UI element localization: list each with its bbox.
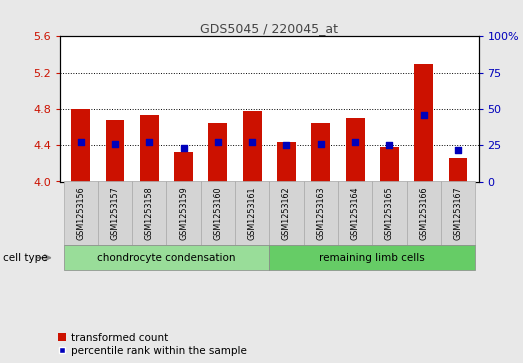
Point: [351, 139, 359, 145]
Point: [179, 145, 188, 151]
Point: [316, 141, 325, 147]
Point: [145, 139, 153, 145]
Point: [282, 142, 291, 148]
Point: [454, 147, 462, 152]
Bar: [311, 123, 330, 182]
Text: remaining limb cells: remaining limb cells: [320, 253, 425, 263]
Point: [111, 141, 119, 147]
Point: [419, 112, 428, 118]
Bar: [380, 147, 399, 182]
Bar: [106, 120, 124, 182]
Bar: [209, 122, 228, 182]
Bar: [140, 115, 159, 182]
Point: [76, 139, 85, 145]
Bar: [414, 64, 433, 182]
Bar: [346, 118, 365, 182]
Bar: [277, 142, 296, 182]
Text: GSM1253160: GSM1253160: [213, 187, 222, 240]
Point: [214, 139, 222, 145]
Text: chondrocyte condensation: chondrocyte condensation: [97, 253, 236, 263]
Point: [385, 142, 394, 148]
Bar: [174, 152, 193, 182]
Text: GSM1253159: GSM1253159: [179, 186, 188, 240]
Bar: [449, 158, 468, 182]
Text: GSM1253158: GSM1253158: [145, 187, 154, 240]
Text: GSM1253163: GSM1253163: [316, 187, 325, 240]
Text: GSM1253162: GSM1253162: [282, 187, 291, 240]
Title: GDS5045 / 220045_at: GDS5045 / 220045_at: [200, 22, 338, 35]
Text: GSM1253156: GSM1253156: [76, 187, 85, 240]
Legend: transformed count, percentile rank within the sample: transformed count, percentile rank withi…: [58, 333, 247, 356]
Text: GSM1253157: GSM1253157: [110, 186, 120, 240]
Text: GSM1253167: GSM1253167: [453, 187, 462, 240]
Text: GSM1253165: GSM1253165: [385, 187, 394, 240]
Point: [248, 139, 256, 145]
Text: GSM1253166: GSM1253166: [419, 187, 428, 240]
Text: GSM1253164: GSM1253164: [350, 187, 360, 240]
Text: cell type: cell type: [3, 253, 47, 263]
Bar: [71, 109, 90, 182]
Bar: [243, 111, 262, 182]
Text: GSM1253161: GSM1253161: [248, 187, 257, 240]
